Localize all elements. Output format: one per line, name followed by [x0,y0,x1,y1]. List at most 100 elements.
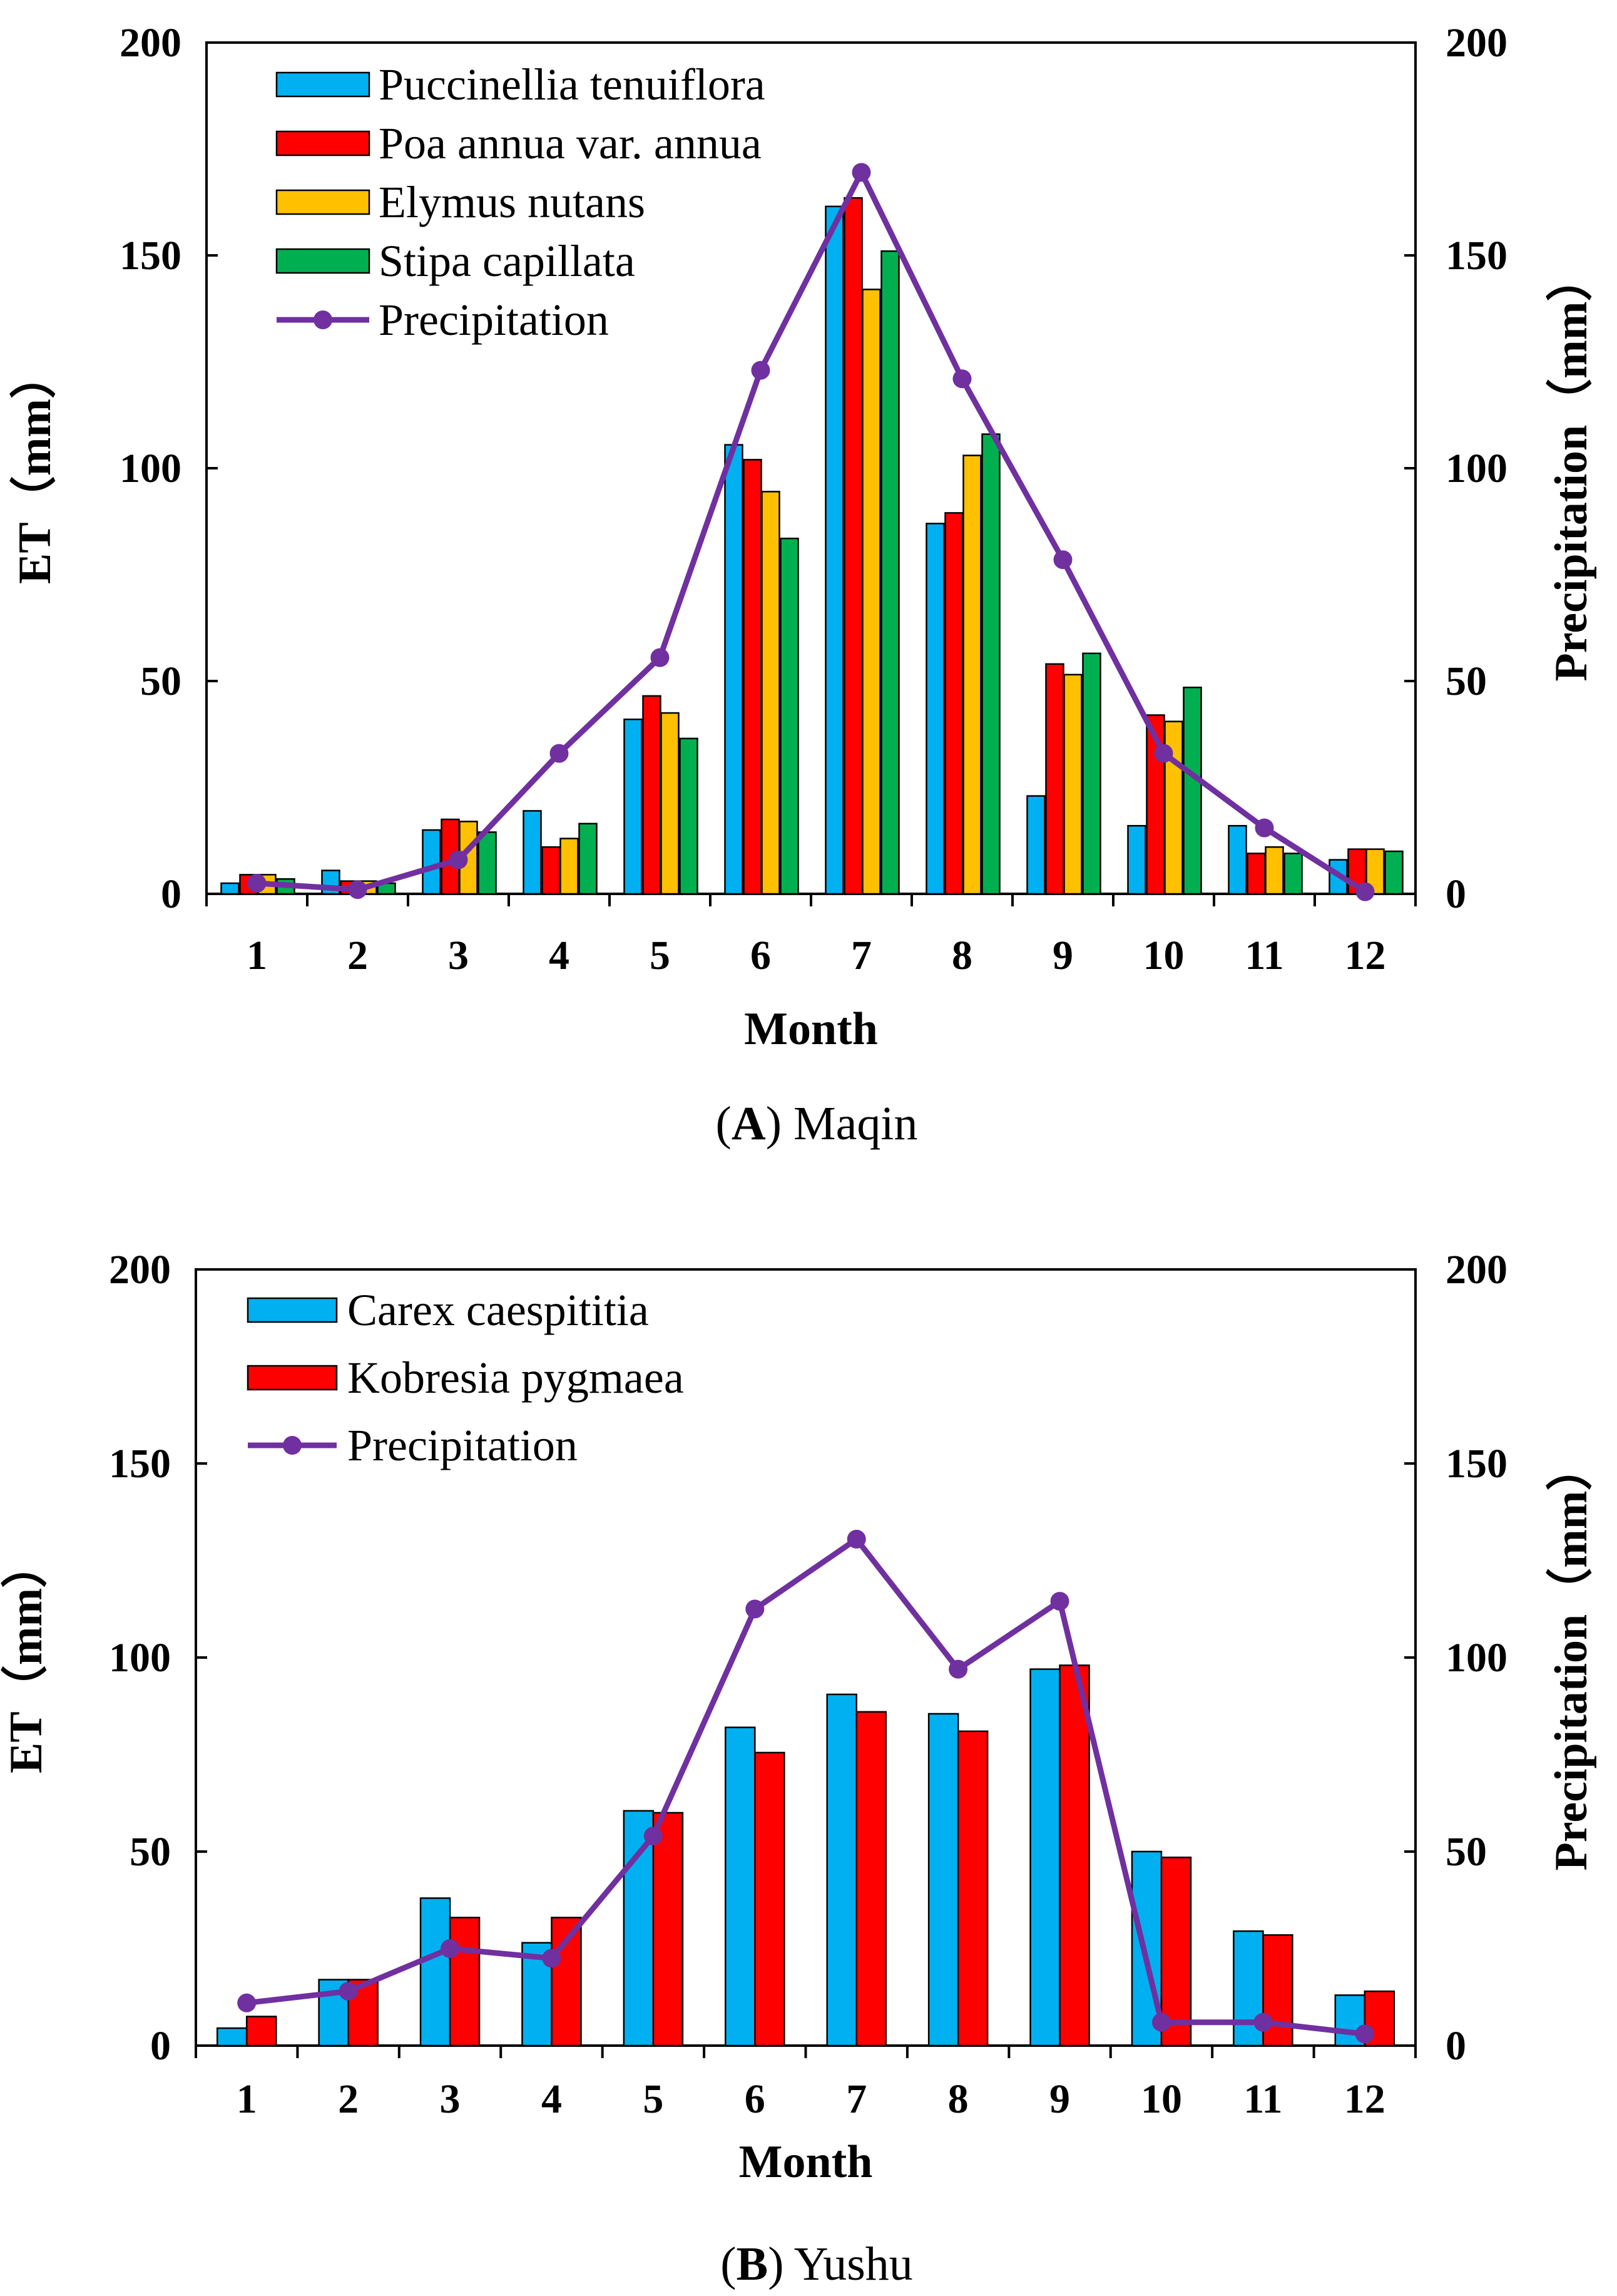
x-tick-label: 1 [247,933,267,978]
precipitation-point [449,850,468,869]
precipitation-point [751,361,770,380]
caption-paren: ( [716,1097,732,1150]
caption-panel-letter: B [737,2238,768,2290]
x-tick-label: 10 [1143,933,1185,978]
y2-axis-title: Precipitation（mm） [1546,1445,1597,1871]
y-axis-title: ET（mm） [9,352,61,584]
y-tick-label: 200 [120,20,181,66]
x-tick-label: 8 [948,2076,969,2122]
bar-carex-caespititia [826,1693,857,2047]
legend-label-carex-caespititia: Carex caespititia [347,1285,649,1335]
y-axis-title: ET（mm） [1,1542,52,1773]
x-tick-label: 10 [1141,2076,1182,2122]
bar-carex-caespititia [1029,1668,1061,2047]
caption-paren: ( [720,2238,736,2290]
panel-caption: (B) Yushu [720,2238,913,2290]
bar-stipa-capillata [880,250,900,895]
bar-puccinellia-tenuiflora [926,523,945,895]
bar-puccinellia-tenuiflora [623,718,643,895]
y2-tick-label: 150 [1446,1441,1507,1487]
y-tick-label: 100 [120,446,181,491]
y2-tick-label: 0 [1446,871,1466,917]
precipitation-point [441,1939,460,1958]
x-axis-title: Month [744,1003,878,1055]
precipitation-point [339,1982,358,2001]
bar-poa-annua-var-annua [1247,853,1266,895]
y-tick-label: 50 [140,659,181,704]
bar-poa-annua-var-annua [743,459,762,895]
x-tick-label: 3 [448,933,469,978]
y-tick-label: 200 [109,1247,171,1293]
y2-tick-label: 100 [1446,1635,1507,1681]
x-axis-title: Month [739,2136,873,2188]
bar-elymus-nutans [660,712,680,895]
legend-swatch-stipa-capillata [275,248,370,274]
bar-puccinellia-tenuiflora [1127,824,1146,895]
precipitation-point [1255,818,1274,838]
bar-puccinellia-tenuiflora [422,829,441,895]
legend-swatch-poa-annua-var-annua [275,130,370,156]
panel-caption: (A) Maqin [716,1097,918,1150]
bar-puccinellia-tenuiflora [523,810,542,895]
precipitation-point [643,1827,663,1846]
x-tick-label: 6 [750,933,771,978]
legend-swatch-puccinellia-tenuiflora [275,71,370,98]
bar-puccinellia-tenuiflora [1228,824,1247,895]
x-tick-label: 4 [549,933,569,978]
legend-marker [283,1436,302,1455]
bar-kobresia-pygmaea [754,1751,785,2047]
legend-label-precipitation: Precipitation [379,295,609,345]
precipitation-point [1355,882,1375,901]
bar-carex-caespititia [725,1726,756,2047]
legend-label-poa-annua-var-annua: Poa annua var. annua [379,118,762,168]
bar-elymus-nutans [1265,846,1284,895]
y2-tick-label: 200 [1446,1247,1507,1293]
x-tick-label: 2 [347,933,368,978]
x-tick-label: 12 [1344,2076,1385,2122]
y-tick-label: 150 [120,233,181,279]
bar-stipa-capillata [780,537,799,895]
bar-kobresia-pygmaea [957,1730,989,2047]
bar-elymus-nutans [559,838,579,895]
legend-swatch-elymus-nutans [275,189,370,215]
y2-tick-label: 50 [1446,1829,1487,1875]
bar-stipa-capillata [1283,853,1303,895]
bar-puccinellia-tenuiflora [220,882,240,895]
bar-stipa-capillata [1384,850,1404,895]
precipitation-point [237,1993,257,2012]
x-tick-label: 3 [440,2076,461,2122]
legend-swatch-kobresia-pygmaea [247,1365,338,1391]
y-tick-label: 0 [150,2023,171,2069]
precipitation-point [847,1529,866,1549]
bar-kobresia-pygmaea [1160,1857,1192,2047]
legend-label-kobresia-pygmaea: Kobresia pygmaea [347,1353,684,1403]
bar-poa-annua-var-annua [1045,663,1064,895]
y2-tick-label: 200 [1446,20,1507,66]
x-tick-label: 8 [952,933,972,978]
legend-label-puccinellia-tenuiflora: Puccinellia tenuiflora [379,59,765,110]
x-tick-label: 4 [541,2076,562,2122]
bar-kobresia-pygmaea [245,2016,277,2047]
bar-poa-annua-var-annua [944,512,964,895]
y2-tick-label: 0 [1446,2023,1466,2069]
bar-kobresia-pygmaea [1059,1664,1090,2047]
y2-tick-label: 100 [1446,446,1507,491]
precipitation-point [247,874,267,893]
precipitation-line [246,1536,1365,2037]
legend-marker [314,310,332,329]
precipitation-point [949,1659,968,1679]
bar-elymus-nutans [962,454,982,895]
bar-puccinellia-tenuiflora [1026,795,1046,895]
y-tick-label: 150 [109,1441,171,1487]
bar-kobresia-pygmaea [449,1917,481,2047]
bar-stipa-capillata [1183,686,1202,895]
precipitation-point [1253,2012,1273,2032]
caption-paren: ) [766,1097,782,1150]
bar-puccinellia-tenuiflora [825,205,844,895]
precipitation-point [745,1599,765,1619]
bar-stipa-capillata [679,737,698,895]
bar-stipa-capillata [981,433,1001,895]
caption-panel-letter: A [732,1097,766,1150]
legend-swatch-carex-caespititia [247,1297,338,1323]
